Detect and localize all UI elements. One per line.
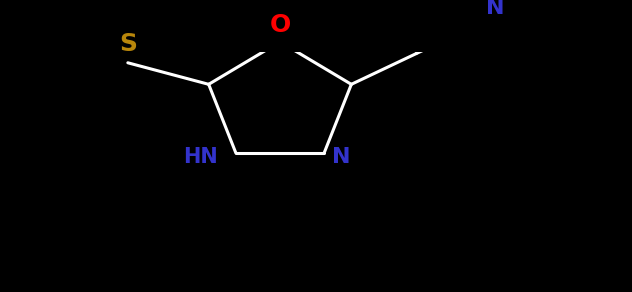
Text: O: O — [269, 13, 291, 37]
Text: HN: HN — [183, 147, 218, 167]
Text: N: N — [486, 0, 505, 18]
Text: N: N — [332, 147, 351, 167]
Text: S: S — [119, 32, 137, 56]
